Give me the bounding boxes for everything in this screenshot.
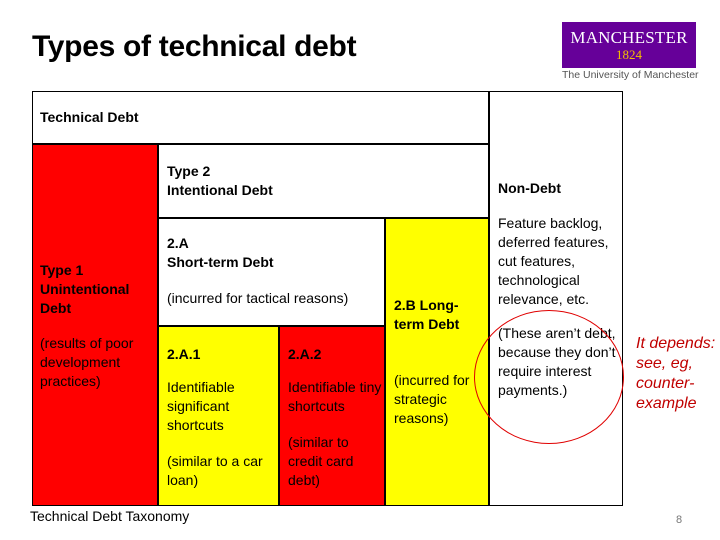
type2a-desc: (incurred for tactical reasons) — [167, 290, 349, 306]
type2b-desc: (incurred for strategic reasons) — [394, 372, 470, 426]
type1-box: Type 1 Unintentional Debt (results of po… — [32, 144, 158, 506]
non-debt-box: Non-Debt Feature backlog, deferred featu… — [489, 91, 623, 506]
page-number: 8 — [676, 514, 683, 526]
type2a-title-line1: 2.A — [167, 235, 189, 251]
type2a1-box: 2.A.1 Identifiable significant shortcuts… — [158, 326, 279, 506]
type2-title-line2: Intentional Debt — [167, 182, 273, 198]
type2b-title: 2.B Long-term Debt — [394, 297, 460, 332]
type2a-title-line2: Short-term Debt — [167, 254, 274, 270]
non-debt-desc: Feature backlog, deferred features, cut … — [498, 215, 609, 307]
type2a2-box: 2.A.2 Identifiable tiny shortcuts (simil… — [279, 326, 385, 506]
annotation-note: It depends: see, eg, counter-example — [636, 335, 716, 412]
non-debt-title: Non-Debt — [498, 180, 561, 196]
technical-debt-box: Technical Debt — [32, 91, 489, 144]
type2b-box: 2.B Long-term Debt (incurred for strateg… — [385, 218, 489, 506]
type1-desc: (results of poor development practices) — [40, 335, 134, 389]
type2-title-line1: Type 2 — [167, 163, 211, 179]
type2a2-desc: Identifiable tiny shortcuts — [288, 379, 382, 414]
type1-title: Type 1 Unintentional Debt — [40, 262, 130, 316]
highlight-circle — [474, 310, 624, 444]
logo-name: MANCHESTER — [570, 28, 688, 47]
slide-title: Types of technical debt — [32, 30, 357, 63]
slide-caption: Technical Debt Taxonomy — [30, 508, 190, 524]
type2a-box: 2.A Short-term Debt (incurred for tactic… — [158, 218, 385, 326]
type2-box: Type 2 Intentional Debt — [158, 144, 489, 218]
type2a1-note: (similar to a car loan) — [167, 453, 263, 488]
technical-debt-label: Technical Debt — [40, 109, 139, 125]
type2a2-title: 2.A.2 — [288, 346, 322, 362]
type2a1-title: 2.A.1 — [167, 346, 201, 362]
type2a2-note: (similar to credit card debt) — [288, 434, 354, 488]
logo-subtitle: The University of Manchester — [562, 69, 699, 81]
logo-year: 1824 — [616, 47, 642, 62]
type2a1-desc: Identifiable significant shortcuts — [167, 379, 235, 433]
university-logo: MANCHESTER 1824 — [562, 22, 696, 68]
